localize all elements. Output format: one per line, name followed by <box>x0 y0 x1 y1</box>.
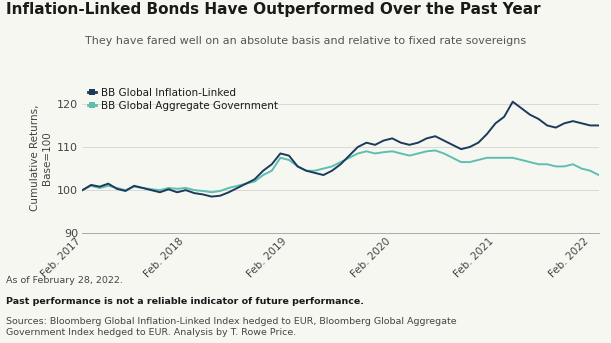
Text: Past performance is not a reliable indicator of future performance.: Past performance is not a reliable indic… <box>6 297 364 306</box>
Text: They have fared well on an absolute basis and relative to fixed rate sovereigns: They have fared well on an absolute basi… <box>85 36 526 46</box>
Y-axis label: Cumulative Returns,
Base=100: Cumulative Returns, Base=100 <box>30 105 52 211</box>
Text: As of February 28, 2022.: As of February 28, 2022. <box>6 276 123 285</box>
Legend: BB Global Inflation-Linked, BB Global Aggregate Government: BB Global Inflation-Linked, BB Global Ag… <box>88 87 278 111</box>
Text: Inflation-Linked Bonds Have Outperformed Over the Past Year: Inflation-Linked Bonds Have Outperformed… <box>6 2 541 17</box>
Text: Sources: Bloomberg Global Inflation-Linked Index hedged to EUR, Bloomberg Global: Sources: Bloomberg Global Inflation-Link… <box>6 317 457 337</box>
